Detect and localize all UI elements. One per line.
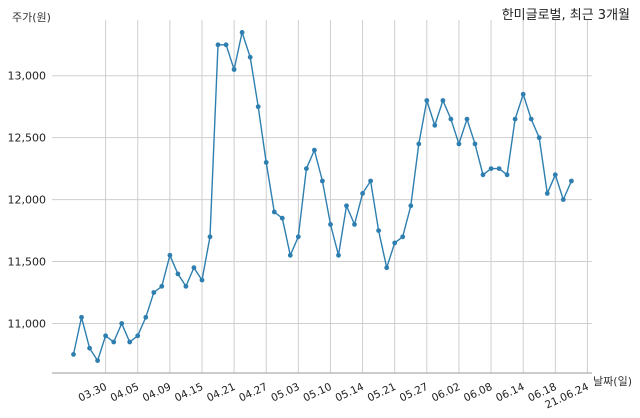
data-point: [424, 98, 430, 103]
data-point: [312, 147, 317, 153]
data-point: [271, 209, 277, 215]
data-point: [520, 91, 526, 97]
y-tick-label: 11,000: [8, 317, 47, 330]
data-point: [376, 228, 381, 234]
data-point: [496, 166, 502, 172]
data-point: [127, 339, 133, 345]
data-point: [111, 339, 117, 345]
data-point: [480, 172, 486, 178]
data-point: [183, 283, 189, 289]
data-point: [488, 166, 494, 172]
x-tick-label: 04.27: [237, 381, 269, 405]
data-point: [336, 252, 341, 258]
x-tick-label: 03.30: [77, 381, 109, 405]
y-axis-label: 주가(원): [12, 11, 51, 24]
data-point: [239, 30, 245, 35]
data-point: [279, 215, 285, 221]
x-tick-label: 05.03: [269, 381, 301, 405]
chart-title: 한미글로벌, 최근 3개월: [501, 8, 630, 23]
data-point: [207, 234, 213, 240]
data-point: [344, 203, 349, 209]
data-point: [159, 283, 165, 289]
data-point: [560, 197, 566, 203]
x-axis-label: 날짜(일): [593, 375, 632, 388]
x-tick-label: 04.05: [109, 381, 141, 405]
x-tick-label: 06.14: [494, 381, 527, 405]
y-tick-label: 12,500: [8, 132, 47, 145]
data-point: [255, 104, 261, 110]
data-point: [536, 135, 542, 141]
data-point: [231, 67, 237, 72]
y-tick-label: 12,000: [8, 194, 47, 207]
data-point: [448, 116, 454, 122]
x-tick-label: 05.14: [334, 381, 367, 405]
data-point: [544, 191, 550, 196]
data-point: [151, 290, 157, 295]
data-point: [328, 222, 333, 227]
data-point: [432, 122, 438, 128]
x-tick-label: 05.27: [398, 381, 430, 405]
data-point: [119, 321, 125, 326]
data-point: [472, 141, 478, 147]
y-tick-label: 13,000: [8, 70, 47, 83]
data-point: [512, 116, 518, 122]
data-point: [191, 265, 197, 271]
data-point: [400, 234, 406, 240]
data-point: [167, 252, 173, 258]
data-point: [384, 265, 390, 271]
data-point: [95, 358, 100, 363]
x-tick-label: 05.21: [366, 381, 398, 405]
data-point: [143, 314, 149, 320]
data-point: [352, 222, 357, 227]
data-point: [360, 191, 365, 196]
x-tick-label: 04.09: [141, 381, 173, 405]
data-point: [295, 234, 301, 240]
data-point: [440, 98, 446, 103]
data-point: [79, 314, 84, 320]
data-point: [175, 271, 181, 277]
data-point: [103, 333, 108, 339]
data-point: [320, 178, 325, 184]
data-point: [368, 178, 373, 184]
data-point: [223, 42, 229, 48]
x-tick-label: 05.10: [301, 381, 333, 405]
data-point: [263, 160, 269, 165]
data-point: [552, 172, 558, 178]
data-point: [287, 252, 293, 258]
data-point: [528, 116, 534, 122]
data-point: [215, 42, 221, 48]
data-point: [135, 333, 141, 339]
series-line: [72, 29, 573, 363]
data-point: [464, 116, 470, 122]
data-point: [408, 203, 414, 209]
data-point: [247, 54, 253, 60]
x-tick-label: 06.02: [430, 381, 462, 405]
x-tick-label: 06.08: [462, 381, 494, 405]
y-tick-label: 11,500: [8, 256, 47, 269]
data-point: [87, 345, 92, 351]
data-point: [71, 352, 76, 357]
data-point: [199, 277, 205, 283]
x-tick-label: 04.21: [205, 381, 237, 405]
data-point: [569, 178, 574, 184]
data-point: [416, 141, 422, 147]
data-point: [304, 166, 309, 172]
x-tick-label: 04.15: [173, 381, 205, 405]
data-point: [392, 240, 398, 246]
data-point: [504, 172, 510, 178]
data-point: [456, 141, 462, 147]
